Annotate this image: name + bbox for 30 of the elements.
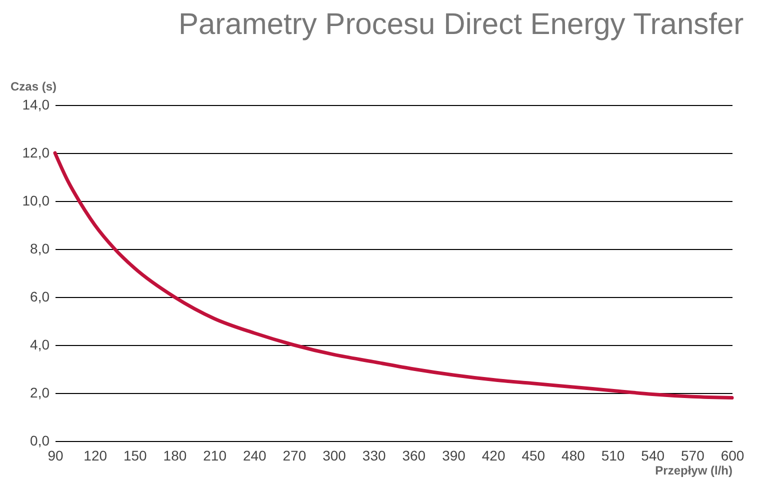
x-tick-label: 180 <box>163 448 187 464</box>
x-tick-label: 540 <box>641 448 665 464</box>
x-tick-label: 120 <box>84 448 108 464</box>
x-tick-label: 450 <box>522 448 546 464</box>
y-tick-label: 10,0 <box>22 192 50 208</box>
x-tick-label: 150 <box>123 448 148 464</box>
x-tick-label: 360 <box>402 448 426 464</box>
y-axis-title: Czas (s) <box>10 80 57 94</box>
x-tick-label: 510 <box>601 448 625 464</box>
x-tick-label: 210 <box>203 448 227 464</box>
x-axis-title: Przepływ (l/h) <box>655 464 733 478</box>
chart-title: Parametry Procesu Direct Energy Transfer <box>178 8 744 41</box>
y-tick-label: 12,0 <box>22 144 50 160</box>
x-tick-label: 600 <box>720 448 744 464</box>
y-tick-label: 14,0 <box>22 96 50 112</box>
y-tick-label: 6,0 <box>30 288 50 304</box>
y-tick-label: 0,0 <box>30 432 50 448</box>
x-tick-label: 390 <box>442 448 466 464</box>
line-series <box>53 151 734 400</box>
x-tick-label: 300 <box>322 448 346 464</box>
x-tick-label: 420 <box>482 448 506 464</box>
y-tick-label: 2,0 <box>30 384 50 400</box>
x-tick-label: 270 <box>282 448 306 464</box>
x-tick-label: 480 <box>562 448 586 464</box>
x-tick-label: 330 <box>362 448 386 464</box>
y-tick-label: 4,0 <box>30 336 50 352</box>
x-tick-label: 240 <box>242 448 267 464</box>
x-tick-label: 570 <box>680 448 705 464</box>
y-tick-label: 8,0 <box>30 240 50 256</box>
x-tick-label: 90 <box>48 448 64 464</box>
